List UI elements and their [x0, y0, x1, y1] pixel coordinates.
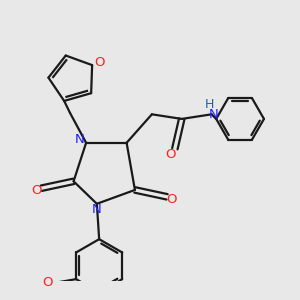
Text: O: O: [42, 276, 52, 289]
Text: N: N: [209, 108, 219, 121]
Text: O: O: [165, 148, 175, 161]
Text: O: O: [94, 56, 104, 69]
Text: O: O: [167, 193, 177, 206]
Text: N: N: [92, 203, 102, 216]
Text: H: H: [205, 98, 214, 111]
Text: O: O: [32, 184, 42, 197]
Text: N: N: [74, 133, 84, 146]
